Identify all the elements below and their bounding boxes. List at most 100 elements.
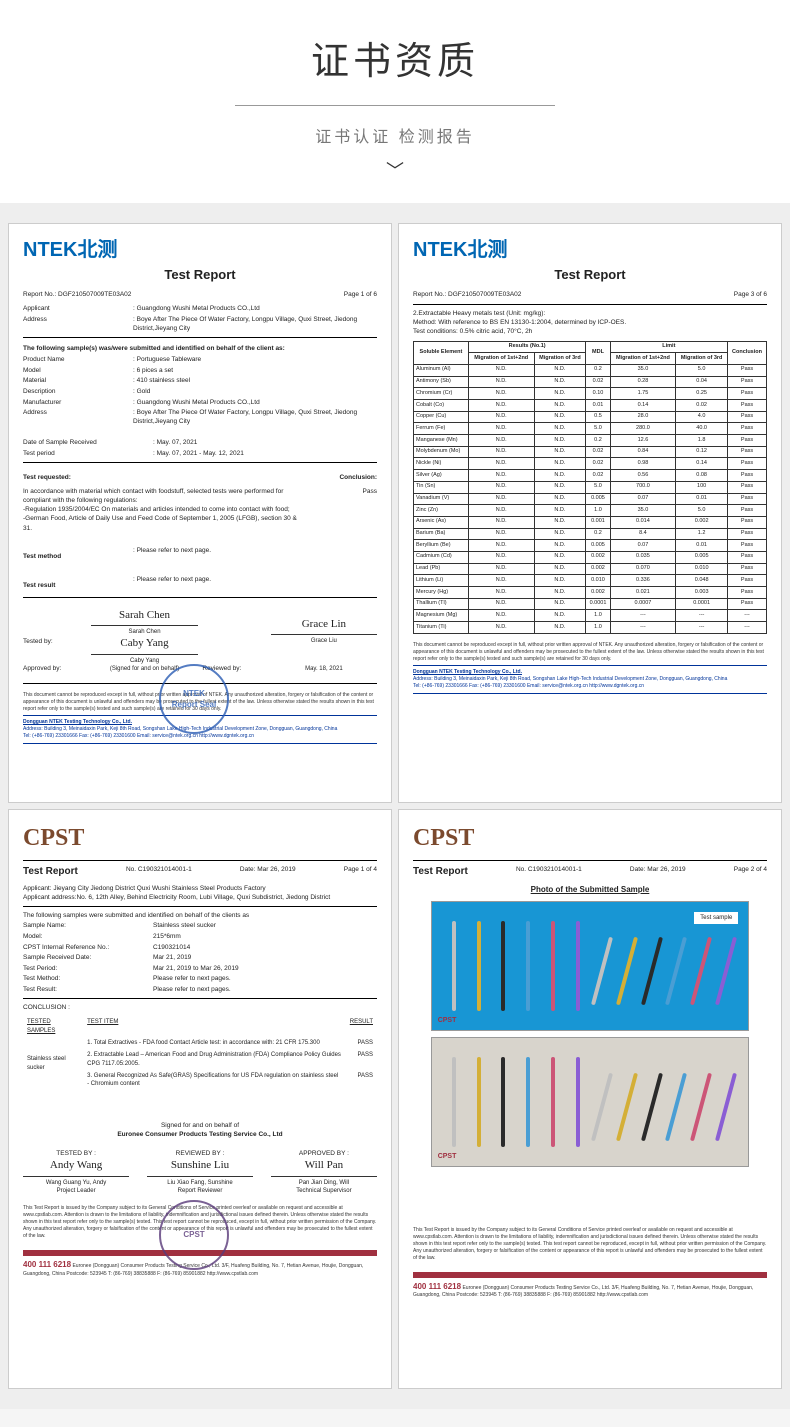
period-label: Test period: [23, 449, 153, 458]
company-address: Address: Building 3, Meinaidaxin Park, K…: [413, 676, 767, 683]
th-limit: Limit: [610, 341, 727, 353]
report-no: No. C190321014001-1: [516, 865, 582, 879]
desc-value: : Gold: [133, 387, 150, 396]
test-requested-label: Test requested:: [23, 473, 71, 482]
cpst-disclaimer: This Test Report is issued by the Compan…: [413, 1227, 767, 1262]
tested-sample: Stainless steel sucker: [23, 1037, 83, 1091]
report-date: Date: Mar 26, 2019: [240, 865, 296, 879]
ntek-logo-cn: 北测: [467, 239, 507, 261]
address-label: Address: [23, 315, 133, 333]
tested-by-label: TESTED BY :: [23, 1149, 129, 1158]
ref-value: C190321014: [153, 943, 190, 952]
approved-date: May. 18, 2021: [271, 665, 377, 673]
th-element: Soluble Element: [414, 341, 469, 364]
report-date: Date: Mar 26, 2019: [630, 865, 686, 879]
th-conclusion: Conclusion: [728, 341, 767, 364]
cpst-stamp-icon: CPST: [159, 1200, 229, 1270]
cpst-addr: Euronee (Dongguan) Consumer Products Tes…: [413, 1285, 753, 1298]
signature-2: Sunshine Liu: [147, 1158, 253, 1176]
metals-method: Method: With reference to BS EN 13130-1:…: [413, 318, 767, 327]
cpst-mark: CPST: [438, 1152, 457, 1162]
product-value: : Portuguese Tableware: [133, 355, 201, 364]
ntek-stamp-icon: NTEK Report Seal: [159, 664, 229, 734]
metals-heading: 2.Extractable Heavy metals test (Unit: m…: [413, 309, 767, 318]
signed-for: Signed for and on behalf of: [23, 1121, 377, 1130]
cpst-mark: CPST: [438, 1016, 457, 1026]
th-samples: TESTED SAMPLES: [23, 1016, 83, 1037]
test-result-label: Test result: [23, 581, 133, 590]
cpst-logo: CPST: [413, 822, 767, 856]
model-label: Model:: [23, 932, 153, 941]
sig1-name: Sarah Chen: [91, 628, 197, 636]
ntek-logo: NTEK: [413, 239, 467, 261]
applicant-value: : Guangdong Wushi Metal Products CO.,Ltd: [133, 304, 260, 313]
signature-1: Sarah Chen: [91, 608, 197, 626]
applicant-label: Applicant: [23, 304, 133, 313]
addr2-value: : Boye After The Piece Of Water Factory,…: [133, 408, 377, 426]
period-label: Test Period:: [23, 964, 153, 973]
divider: [235, 105, 555, 106]
page-title: 证书资质: [0, 30, 790, 85]
result-2: PASS: [346, 1049, 377, 1070]
report-title: Test Report: [23, 266, 377, 284]
cpst-cert-page2: CPST Test Report No. C190321014001-1 Date:…: [398, 809, 782, 1389]
period-value: : May. 07, 2021 - May. 12, 2021: [153, 449, 244, 458]
sig1-name: Wang Guang Yu, Andy Project Leader: [23, 1179, 129, 1196]
signature-3: Will Pan: [271, 1158, 377, 1176]
sig2-name: Liu Xiao Fang, Sunshine Report Reviewer: [147, 1179, 253, 1196]
company-contact: Tel: (+86-769) 23301666 Fax: (+86-769) 2…: [413, 683, 767, 690]
model-value: 215*6mm: [153, 932, 181, 941]
th-lim12: Migration of 1st+2nd: [610, 353, 676, 365]
model-value: : 6 pices a set: [133, 366, 173, 375]
approved-by-label: Approved by:: [23, 664, 87, 673]
page-header: 证书资质 证书认证 检测报告 ﹀: [0, 0, 790, 203]
report-no: Report No.: DGF210507009TE03A02: [413, 290, 521, 299]
company-name: Dongguan NTEK Testing Technology Co., Lt…: [413, 669, 767, 676]
method-value: Please refer to next pages.: [153, 974, 231, 983]
sample-label: Test sample: [694, 912, 738, 924]
model-label: Model: [23, 366, 133, 375]
product-label: Product Name: [23, 355, 133, 364]
th-mdl: MDL: [586, 341, 610, 364]
cpst-phone: 400 111 6218: [23, 1260, 71, 1269]
result-value: Please refer to next pages.: [153, 985, 231, 994]
signature-2: Grace Lin: [271, 617, 377, 635]
conclusion-heading: CONCLUSION :: [23, 1003, 377, 1012]
date-recv-value: : May. 07, 2021: [153, 438, 197, 447]
page-no: Page 3 of 6: [734, 290, 767, 299]
th-result: RESULT: [346, 1016, 377, 1037]
page-no: Page 1 of 6: [344, 290, 377, 299]
ntek-logo: NTEK: [23, 239, 77, 261]
conclusion-label: Conclusion:: [339, 473, 377, 482]
sample-photo-2: CPST: [431, 1037, 750, 1167]
test-item-3: 3. General Recognized As Safe(GRAS) Spec…: [83, 1070, 346, 1091]
test-method-label: Test method: [23, 552, 133, 561]
th-lim3: Migration of 3rd: [676, 353, 728, 365]
report-title: Test Report: [413, 865, 468, 879]
conclusion-value: Pass: [363, 487, 377, 532]
applicant-line: Applicant: Jieyang City Jiedong District…: [23, 884, 377, 893]
th-item: TEST ITEM: [83, 1016, 346, 1037]
test-item-2: 2. Extractable Lead – American Food and …: [83, 1049, 346, 1070]
report-title: Test Report: [413, 266, 767, 284]
signature-3: Caby Yang: [91, 636, 197, 654]
ntek-logo-cn: 北测: [77, 239, 117, 261]
recv-value: Mar 21, 2019: [153, 953, 191, 962]
certificates-grid: NTEK北测 Test Report Report No.: DGF210507…: [0, 203, 790, 1409]
result-1: PASS: [346, 1037, 377, 1049]
report-no: No. C190321014001-1: [126, 865, 192, 879]
conclusion-table: TESTED SAMPLESTEST ITEMRESULT Stainless …: [23, 1016, 377, 1091]
report-no: Report No.: DGF210507009TE03A02: [23, 290, 131, 299]
desc-label: Description: [23, 387, 133, 396]
page-no: Page 2 of 4: [734, 865, 767, 879]
sample-heading: The following sample(s) was/were submitt…: [23, 344, 377, 353]
sample-label: Sample Name:: [23, 921, 153, 930]
page-no: Page 1 of 4: [344, 865, 377, 879]
date-recv-label: Date of Sample Received: [23, 438, 153, 447]
ntek-cert-page1: NTEK北测 Test Report Report No.: DGF210507…: [8, 223, 392, 803]
cpst-logo: CPST: [23, 822, 377, 856]
applicant-addr-line: Applicant address:No. 6, 12th Alley, Beh…: [23, 893, 377, 902]
page-subtitle: 证书认证 检测报告: [0, 123, 790, 147]
ntek-cert-page3: NTEK北测 Test Report Report No.: DGF210507…: [398, 223, 782, 803]
result-3: PASS: [346, 1070, 377, 1091]
